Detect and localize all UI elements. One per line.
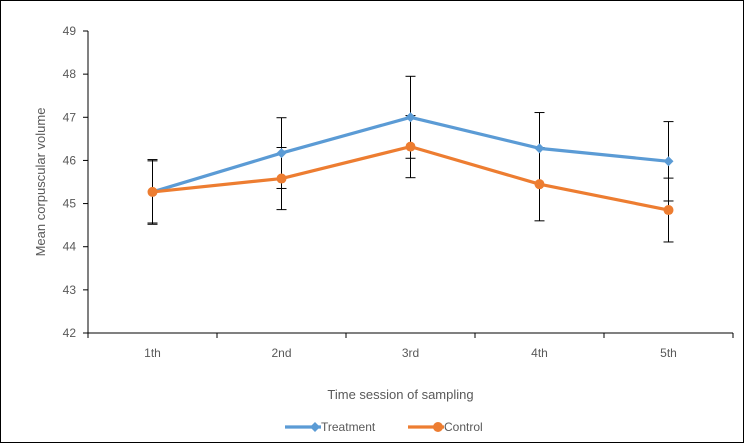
x-tick-label: 5th (660, 346, 677, 360)
y-tick-label: 42 (63, 326, 77, 340)
y-axis-title: Mean corpuscular volume (33, 108, 48, 257)
data-point-control (534, 179, 545, 190)
data-point-control (405, 141, 416, 152)
y-tick-label: 44 (63, 240, 77, 254)
y-tick-label: 47 (63, 110, 77, 124)
legend-label-control: Control (444, 420, 483, 434)
data-point-treatment (534, 143, 545, 154)
y-tick-label: 45 (63, 197, 77, 211)
data-point-control (147, 186, 158, 197)
data-point-control (663, 205, 674, 216)
x-tick-label: 2nd (271, 346, 291, 360)
y-tick-label: 46 (63, 153, 77, 167)
y-tick-label: 43 (63, 283, 77, 297)
x-tick-label: 3rd (402, 346, 419, 360)
data-point-control (276, 173, 287, 184)
x-tick-label: 1th (144, 346, 161, 360)
legend-label-treatment: Treatment (321, 420, 376, 434)
data-point-treatment (663, 156, 674, 167)
x-tick-label: 4th (531, 346, 548, 360)
x-axis-title: Time session of sampling (327, 387, 473, 402)
legend-marker-control (433, 422, 443, 432)
data-point-treatment (276, 148, 287, 159)
legend-marker-treatment (310, 422, 320, 432)
data-point-treatment (405, 112, 416, 123)
y-tick-label: 48 (63, 67, 77, 81)
y-tick-label: 49 (63, 24, 77, 38)
